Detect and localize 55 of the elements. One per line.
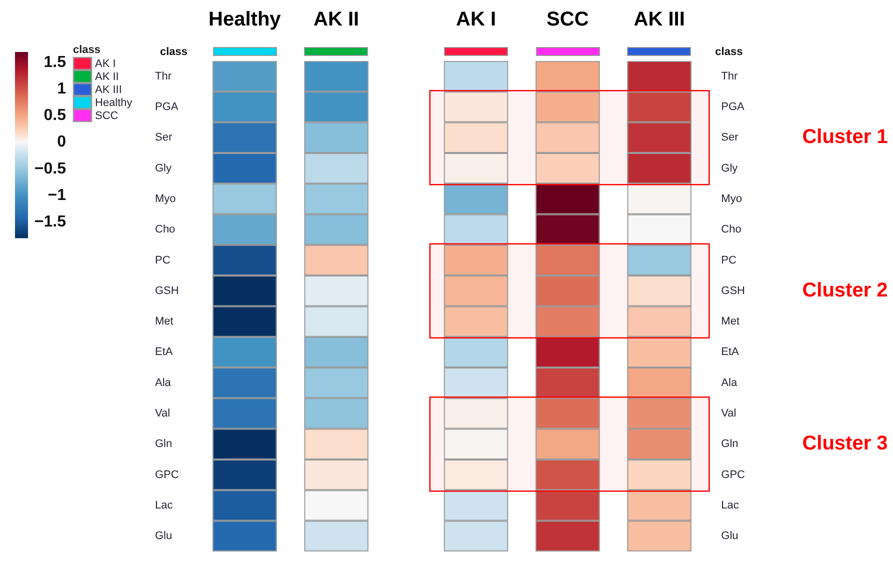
y-tick-label: Cho [721, 224, 742, 236]
legend-label: SCC [95, 110, 118, 122]
color-bar-label: −0.5 [34, 160, 66, 178]
y-tick-label: Lac [721, 499, 740, 512]
y-tick-label: PC [721, 254, 736, 266]
y-tick-label: PGA [721, 101, 746, 114]
y2-tick-label: Cho [155, 224, 176, 236]
y-tick-label: GSH [721, 284, 746, 297]
y-tick-label: Ala [721, 376, 738, 389]
text: class [73, 44, 101, 56]
x-tick-label: Healthy [208, 8, 282, 31]
x-tick-label: SCC [546, 8, 589, 31]
y-tick-label: Val [721, 408, 736, 420]
color-bar-label: −1 [48, 186, 66, 204]
color-bar-label: 0.5 [44, 107, 66, 124]
y-tick-label: Myo [721, 192, 742, 205]
y2-tick-label: Met [155, 316, 174, 328]
y-tick-label: Gln [721, 438, 738, 450]
band-label: Cluster 3 [802, 432, 888, 455]
x-tick-label: AK III [634, 8, 685, 31]
y-tick-label: Ser [721, 132, 739, 144]
y2-tick-label: GPC [155, 468, 179, 481]
y2-tick-label: GSH [155, 284, 179, 297]
y2-tick-label: Ser [155, 132, 172, 144]
y2-tick-label: Val [155, 408, 170, 420]
legend-title: class [715, 46, 743, 58]
legend-label: AK I [95, 58, 116, 70]
y-tick-label: Thr [721, 70, 738, 82]
legend-label: AK III [95, 84, 122, 96]
color-bar-label: −1.5 [34, 213, 66, 230]
y2-tick-label: Myo [155, 192, 176, 205]
y2-tick-label: Thr [155, 70, 172, 82]
y2-tick-label: Lac [155, 499, 174, 512]
y-tick-label: Met [721, 316, 740, 328]
x-tick-label: AK I [456, 8, 496, 31]
y2-tick-label: PC [155, 254, 170, 266]
band-label: Cluster 1 [802, 126, 888, 148]
band-label: Cluster 2 [802, 279, 888, 302]
y2-tick-label: EtA [155, 346, 174, 358]
y-tick-label: GPC [721, 468, 746, 481]
y-tick-label: EtA [721, 346, 740, 358]
y2-tick-label: PGA [155, 101, 179, 114]
color-bar-label: 1.5 [44, 54, 66, 72]
legend-label: AK II [95, 71, 119, 84]
text: class [160, 46, 188, 58]
y2-tick-label: Ala [155, 376, 172, 389]
y2-tick-label: Gly [155, 162, 172, 174]
legend-label: Healthy [95, 97, 133, 110]
y-tick-label: Gly [721, 162, 738, 174]
y2-tick-label: Glu [155, 530, 172, 542]
x-tick-label: AK II [314, 8, 360, 31]
y-tick-label: Glu [721, 530, 738, 542]
color-bar-label: 0 [57, 134, 66, 151]
y2-tick-label: Gln [155, 438, 172, 450]
color-bar-label: 1 [57, 80, 66, 98]
